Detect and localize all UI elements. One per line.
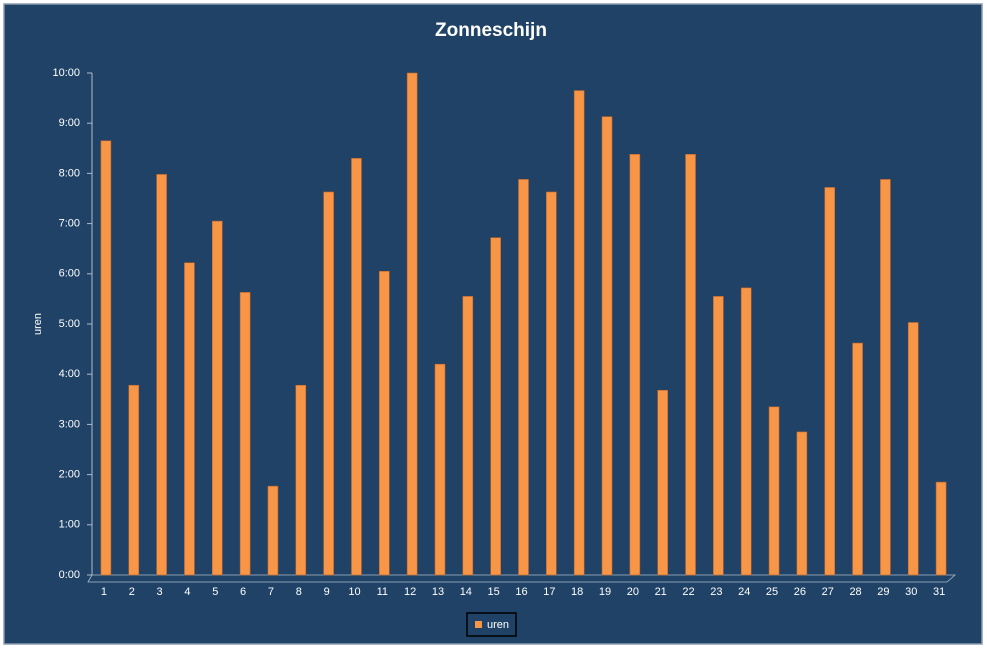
x-tick-label: 6: [240, 586, 246, 598]
y-tick-label: 5:00: [59, 318, 80, 330]
x-tick-label: 28: [849, 586, 861, 598]
y-tick-label: 9:00: [59, 117, 80, 129]
x-tick-label: 23: [710, 586, 722, 598]
bar: [518, 179, 529, 576]
x-tick-label: 29: [877, 586, 889, 598]
bar: [184, 262, 195, 576]
x-tick-label: 31: [933, 586, 945, 598]
x-tick-label: 17: [543, 586, 555, 598]
y-tick-label: 6:00: [59, 268, 80, 280]
bar: [379, 270, 390, 576]
y-tick-label: 0:00: [59, 569, 80, 581]
bar: [657, 389, 668, 576]
bar: [713, 296, 724, 576]
x-tick-label: 30: [905, 586, 917, 598]
x-tick-label: 9: [324, 586, 330, 598]
x-tick-label: 10: [348, 586, 360, 598]
x-tick-label: 24: [738, 586, 750, 598]
y-tick-label: 8:00: [59, 167, 80, 179]
bar: [462, 296, 474, 576]
x-tick-label: 8: [296, 586, 302, 598]
bar: [546, 191, 557, 576]
chart-title: Zonneschijn: [435, 20, 547, 41]
y-tick-label: 4:00: [59, 368, 80, 380]
bar: [156, 174, 167, 576]
bar: [852, 342, 863, 576]
y-tick-label: 7:00: [59, 218, 80, 230]
x-tick-label: 20: [627, 586, 639, 598]
bar: [824, 187, 836, 576]
bar: [323, 191, 334, 576]
x-tick-label: 7: [268, 586, 274, 598]
bar: [907, 322, 919, 576]
x-tick-label: 1: [101, 586, 107, 598]
bar: [935, 481, 947, 576]
x-tick-label: 11: [377, 586, 388, 598]
bar: [239, 292, 251, 576]
x-tick-label: 25: [766, 586, 778, 598]
y-tick-label: 1:00: [59, 519, 80, 531]
bar: [267, 485, 279, 576]
bar: [880, 179, 891, 576]
legend-box: [466, 612, 517, 637]
bar: [351, 158, 362, 576]
legend-swatch: [475, 621, 482, 628]
bar: [796, 431, 808, 576]
x-tick-label: 14: [460, 586, 472, 598]
x-tick-label: 16: [515, 586, 527, 598]
bar: [128, 384, 140, 576]
x-tick-label: 3: [157, 586, 163, 598]
bar: [629, 154, 641, 576]
y-tick-label: 10:00: [52, 67, 80, 79]
bar: [685, 154, 696, 576]
x-tick-label: 4: [184, 586, 190, 598]
legend-label: uren: [487, 619, 509, 631]
x-tick-label: 18: [571, 586, 583, 598]
y-tick-label: 3:00: [59, 418, 80, 430]
x-tick-label: 2: [129, 586, 135, 598]
x-tick-label: 15: [488, 586, 500, 598]
x-tick-label: 5: [212, 586, 218, 598]
y-axis-title: uren: [32, 313, 44, 335]
bar: [434, 363, 446, 576]
x-tick-label: 21: [655, 586, 667, 598]
bar: [406, 72, 418, 576]
bar: [295, 384, 307, 576]
x-tick-label: 26: [794, 586, 806, 598]
bar: [768, 406, 780, 576]
y-tick-label: 2:00: [59, 469, 80, 481]
bar: [100, 140, 112, 576]
x-tick-label: 12: [404, 586, 416, 598]
bar: [601, 116, 613, 576]
bar: [740, 287, 752, 576]
x-tick-label: 27: [822, 586, 834, 598]
bar: [490, 237, 501, 576]
x-tick-label: 19: [599, 586, 611, 598]
x-tick-label: 13: [432, 586, 444, 598]
bar: [211, 220, 223, 576]
bar: [573, 90, 585, 576]
x-tick-label: 22: [682, 586, 694, 598]
